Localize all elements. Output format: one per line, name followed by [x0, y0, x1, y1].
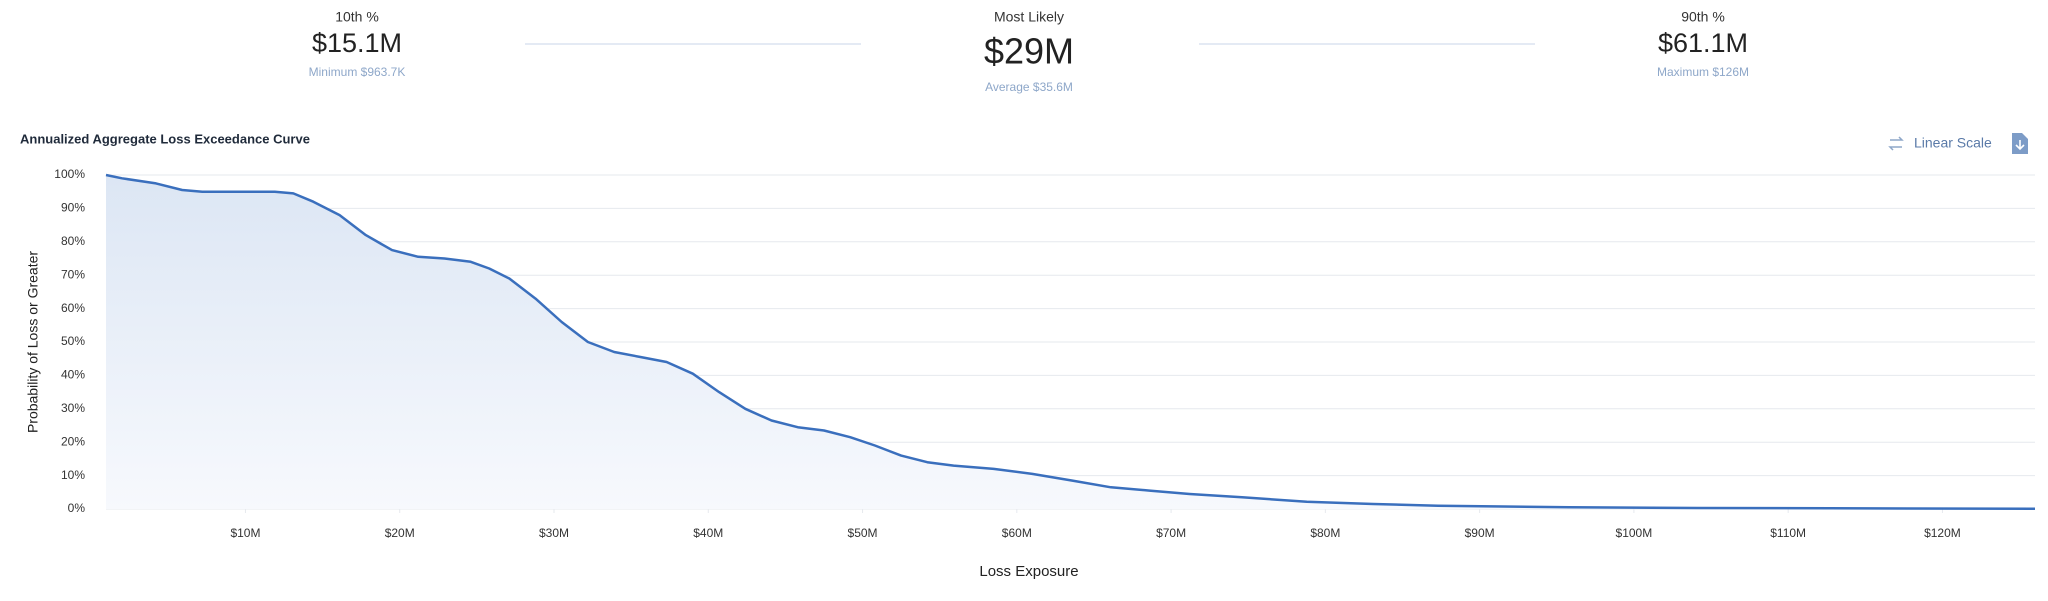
stat-label: Most Likely [994, 9, 1064, 25]
download-arrow [2015, 140, 2025, 151]
y-tick-label: 60% [61, 301, 85, 315]
x-tick-label: $50M [848, 526, 878, 540]
x-tick-label: $110M [1770, 526, 1806, 540]
y-tick-label: 10% [61, 468, 85, 482]
y-tick-label: 80% [61, 234, 85, 248]
x-tick-label: $60M [1002, 526, 1032, 540]
chart-title: Annualized Aggregate Loss Exceedance Cur… [20, 131, 310, 146]
y-tick-label: 30% [61, 401, 85, 415]
stat-sub: Average $35.6M [985, 80, 1073, 94]
stat-label: 10th % [335, 9, 379, 25]
y-tick-label: 100% [54, 167, 85, 181]
y-tick-label: 90% [61, 201, 85, 215]
stat-value: $61.1M [1658, 28, 1748, 58]
x-tick-label: $70M [1156, 526, 1186, 540]
scale-toggle[interactable]: Linear Scale [1888, 135, 1992, 151]
line [105, 173, 2036, 510]
stat-value: $15.1M [312, 28, 402, 58]
stat-sub: Minimum $963.7K [309, 65, 406, 79]
stat-label: 90th % [1681, 9, 1725, 25]
stat-value: $29M [984, 31, 1074, 72]
x-tick-label: $10M [230, 526, 260, 540]
download-button[interactable] [2012, 133, 2028, 154]
x-tick-label: $30M [539, 526, 569, 540]
y-tick-label: 40% [61, 368, 85, 382]
scale-button[interactable]: Linear Scale [1914, 135, 1992, 151]
y-tick-label: 50% [61, 334, 85, 348]
y-axis-label: Probability of Loss or Greater [25, 251, 41, 433]
area [106, 175, 2035, 509]
swap-icon [1888, 136, 1904, 151]
x-tick-label: $100M [1616, 526, 1653, 540]
stat-sub: Maximum $126M [1657, 65, 1749, 79]
x-tick-label: $20M [385, 526, 415, 540]
y-tick-label: 70% [61, 267, 85, 281]
y-tick-label: 0% [68, 501, 86, 515]
x-tick-label: $80M [1310, 526, 1340, 540]
x-tick-label: $90M [1465, 526, 1495, 540]
x-tick-label: $40M [693, 526, 723, 540]
x-axis-label: Loss Exposure [979, 563, 1078, 580]
x-tick-label: $120M [1924, 526, 1961, 540]
y-tick-label: 20% [61, 434, 85, 448]
